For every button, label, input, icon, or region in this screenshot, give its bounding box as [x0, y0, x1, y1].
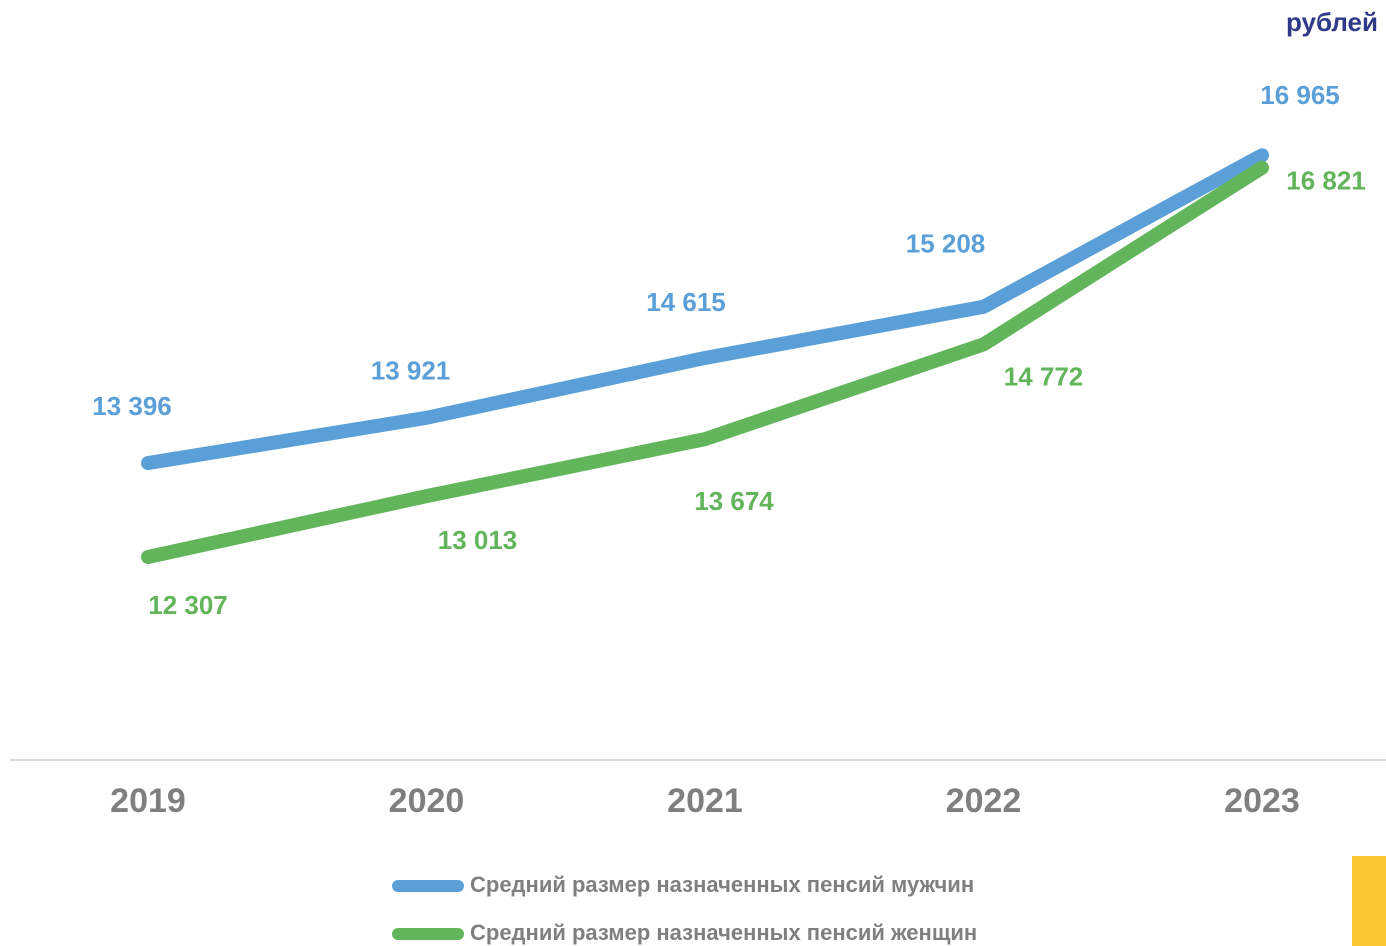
- x-tick-label: 2020: [389, 782, 465, 820]
- data-label: 16 965: [1260, 80, 1340, 110]
- x-tick-label: 2019: [110, 782, 186, 820]
- data-label: 14 615: [646, 287, 726, 317]
- x-tick-label: 2021: [667, 782, 743, 820]
- x-tick-label: 2023: [1224, 782, 1300, 820]
- data-label: 13 674: [694, 486, 774, 516]
- x-tick-label: 2022: [946, 782, 1022, 820]
- data-label: 16 821: [1286, 166, 1366, 196]
- data-label: 14 772: [1004, 361, 1084, 391]
- data-label: 15 208: [906, 229, 986, 259]
- data-label: 13 921: [371, 356, 451, 386]
- decoration: [1352, 856, 1386, 946]
- unit-label: рублей: [1286, 7, 1378, 37]
- data-label: 13 013: [438, 525, 518, 555]
- data-label: 12 307: [148, 590, 228, 620]
- legend-label: Средний размер назначенных пенсий женщин: [470, 920, 977, 945]
- data-label: 13 396: [92, 391, 172, 421]
- line: [141, 160, 1269, 565]
- legend-label: Средний размер назначенных пенсий мужчин: [470, 872, 974, 897]
- line: [141, 148, 1269, 471]
